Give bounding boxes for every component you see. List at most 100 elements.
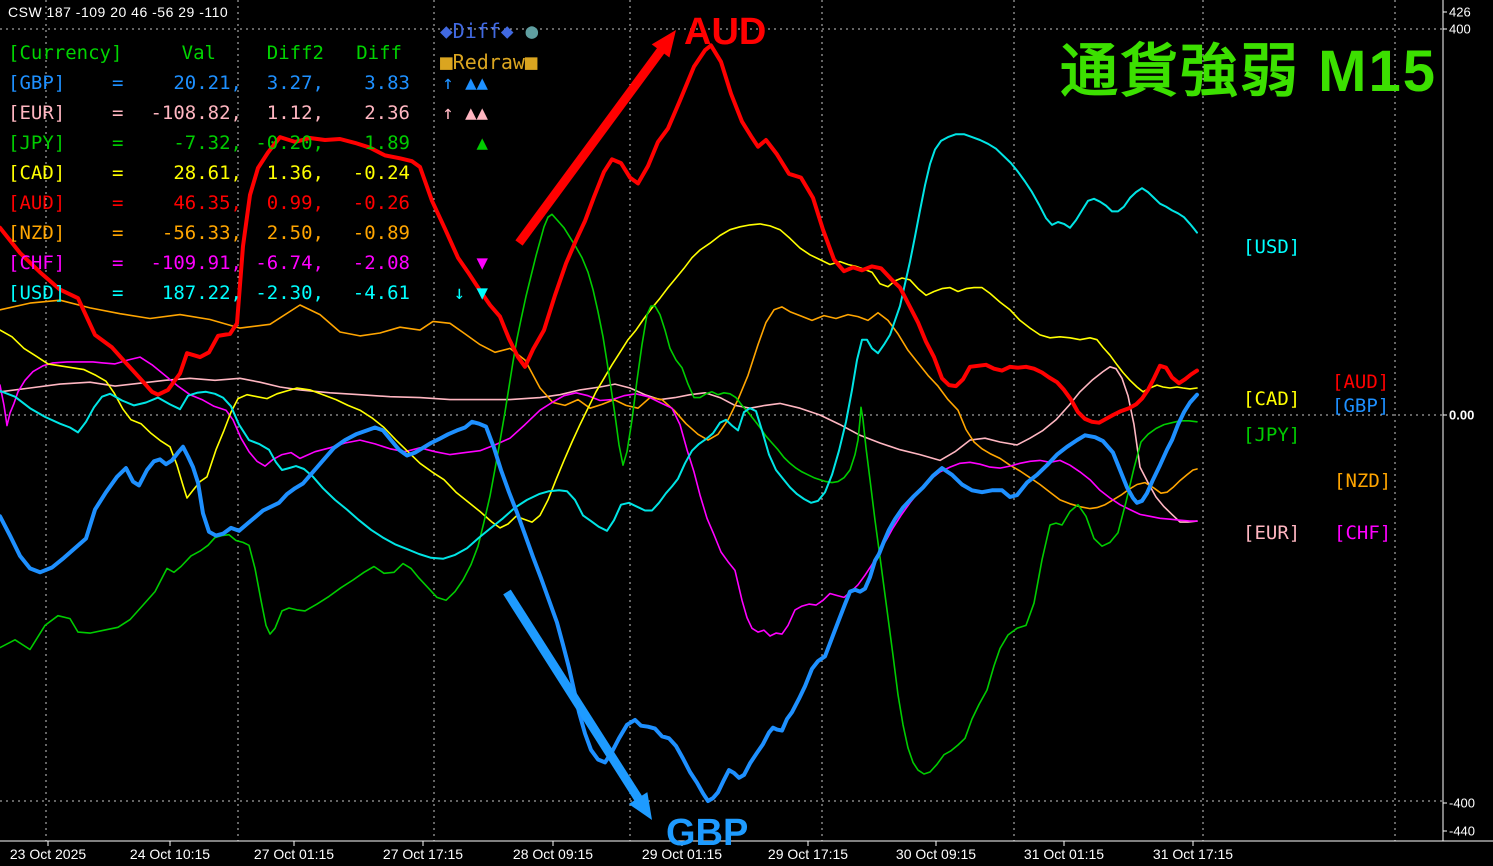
cell-diff: -2.08 — [352, 252, 410, 274]
arrowhead-icon — [628, 792, 652, 820]
currency-end-label-cad: [CAD] — [1243, 388, 1301, 410]
header-diff: Diff — [356, 42, 402, 64]
table-header: [Currency] Val Diff2 Diff — [8, 38, 488, 68]
cell-currency: [USD] — [8, 282, 66, 304]
page-title: 通貨強弱 M15 — [1060, 39, 1437, 104]
x-axis-label: 24 Oct 10:15 — [129, 846, 211, 862]
x-axis-label: 29 Oct 17:15 — [767, 846, 849, 862]
cell-diff2: 0.99, — [266, 192, 324, 214]
indicator-legend: ◆Diff◆ ● ■Redraw■ — [440, 16, 538, 78]
table-row: [AUD] = 46.35, 0.99, -0.26 — [8, 188, 488, 218]
y-axis-label: -440 — [1449, 823, 1476, 839]
table-row: [NZD] = -56.33, 2.50, -0.89 — [8, 218, 488, 248]
cell-trend: ↑ ▲▲ — [442, 102, 488, 124]
cell-diff: 2.36 — [364, 102, 410, 124]
table-row: [CHF] = -109.91, -6.74, -2.08 ▼ — [8, 248, 488, 278]
cell-trend: ↑ ▲▲ — [442, 72, 488, 94]
annotation-label-aud: AUD — [684, 11, 766, 53]
table-row: [USD] = 187.22, -2.30, -4.61 ↓ ▼ — [8, 278, 488, 308]
currency-end-label-aud: [AUD] — [1332, 371, 1390, 393]
cell-currency: [CHF] — [8, 252, 66, 274]
currency-end-label-eur: [EUR] — [1243, 522, 1301, 544]
currency-end-label-nzd: [NZD] — [1334, 470, 1392, 492]
diamond-icon: ◆ — [440, 19, 453, 43]
cell-val: 187.22, — [161, 282, 242, 304]
header-val: Val — [181, 42, 216, 64]
table-row: [EUR] = -108.82, 1.12, 2.36 ↑ ▲▲ — [8, 98, 488, 128]
annotation-arrow-gbp — [503, 589, 644, 804]
cell-trend — [410, 188, 488, 218]
cell-diff2: 3.27, — [266, 72, 324, 94]
cell-diff2: -6.74, — [255, 252, 324, 274]
y-axis-label: -400 — [1449, 795, 1476, 811]
cell-eq: = — [112, 282, 124, 304]
cell-diff: 3.83 — [364, 72, 410, 94]
cell-trend: ▲ — [476, 132, 488, 154]
y-axis-label: 0.00 — [1449, 407, 1475, 423]
cell-eq: = — [112, 132, 124, 154]
cell-val: 46.35, — [173, 192, 242, 214]
currency-end-label-gbp: [GBP] — [1332, 395, 1390, 417]
legend-redraw-row[interactable]: ■Redraw■ — [440, 47, 538, 78]
square-icon: ■ — [524, 50, 538, 74]
cell-diff: -0.26 — [352, 192, 410, 214]
cell-val: -108.82, — [150, 102, 242, 124]
x-axis-label: 23 Oct 2025 — [9, 846, 87, 862]
cell-diff: -0.24 — [352, 162, 410, 184]
annotation-arrow-aud — [515, 45, 667, 246]
cell-eq: = — [112, 162, 124, 184]
series-cad-line — [0, 223, 1198, 529]
cell-val: 28.61, — [173, 162, 242, 184]
currency-end-label-jpy: [JPY] — [1243, 424, 1301, 446]
cell-val: -109.91, — [150, 252, 242, 274]
cell-currency: [JPY] — [8, 132, 66, 154]
cell-trend — [410, 218, 488, 248]
cell-diff2: 1.12, — [266, 102, 324, 124]
x-axis-label: 28 Oct 09:15 — [512, 846, 594, 862]
cell-trend — [410, 158, 488, 188]
cell-eq: = — [112, 252, 124, 274]
header-currency: [Currency] — [8, 42, 123, 64]
currency-end-label-chf: [CHF] — [1334, 522, 1392, 544]
cell-diff2: -2.30, — [255, 282, 324, 304]
arrowhead-icon — [651, 30, 676, 58]
cell-eq: = — [112, 192, 124, 214]
table-row: [JPY] = -7.32, -0.20, 1.89 ▲ — [8, 128, 488, 158]
table-row: [CAD] = 28.61, 1.36, -0.24 — [8, 158, 488, 188]
cell-diff: -0.89 — [352, 222, 410, 244]
y-axis-label: 400 — [1449, 21, 1471, 37]
cell-eq: = — [112, 222, 124, 244]
cell-currency: [GBP] — [8, 72, 66, 94]
diff-label: Diff — [452, 19, 501, 43]
cell-diff2: -0.20, — [255, 132, 324, 154]
table-row: [GBP] = 20.21, 3.27, 3.83 ↑ ▲▲ — [8, 68, 488, 98]
cell-eq: = — [112, 72, 124, 94]
currency-strength-table: [Currency] Val Diff2 Diff [GBP] = 20.21, 3.… — [8, 38, 488, 308]
series-chf-line — [0, 356, 1198, 637]
header-diff2: Diff2 — [266, 42, 324, 64]
annotation-label-gbp: GBP — [666, 812, 748, 854]
cell-currency: [AUD] — [8, 192, 66, 214]
cell-diff: -4.61 — [352, 282, 410, 304]
cell-val: -56.33, — [161, 222, 242, 244]
diamond-icon: ◆ — [500, 19, 514, 43]
cell-currency: [EUR] — [8, 102, 66, 124]
y-axis-label: 426 — [1449, 4, 1471, 20]
series-jpy-line — [0, 213, 1198, 775]
cell-diff2: 1.36, — [266, 162, 324, 184]
currency-end-label-usd: [USD] — [1243, 236, 1301, 258]
cell-diff: 1.89 — [364, 132, 410, 154]
cell-val: 20.21, — [173, 72, 242, 94]
x-axis-label: 31 Oct 01:15 — [1023, 846, 1105, 862]
cell-eq: = — [112, 102, 124, 124]
series-usd-line — [0, 133, 1198, 560]
redraw-label: Redraw — [452, 50, 525, 74]
cell-trend: ▼ — [476, 252, 488, 274]
x-axis-label: 27 Oct 17:15 — [382, 846, 464, 862]
x-axis-label: 29 Oct 01:15 — [641, 846, 723, 862]
x-axis-label: 30 Oct 09:15 — [895, 846, 977, 862]
cell-currency: [NZD] — [8, 222, 66, 244]
series-nzd-line — [0, 299, 1198, 510]
legend-diff-row[interactable]: ◆Diff◆ ● — [440, 16, 538, 47]
